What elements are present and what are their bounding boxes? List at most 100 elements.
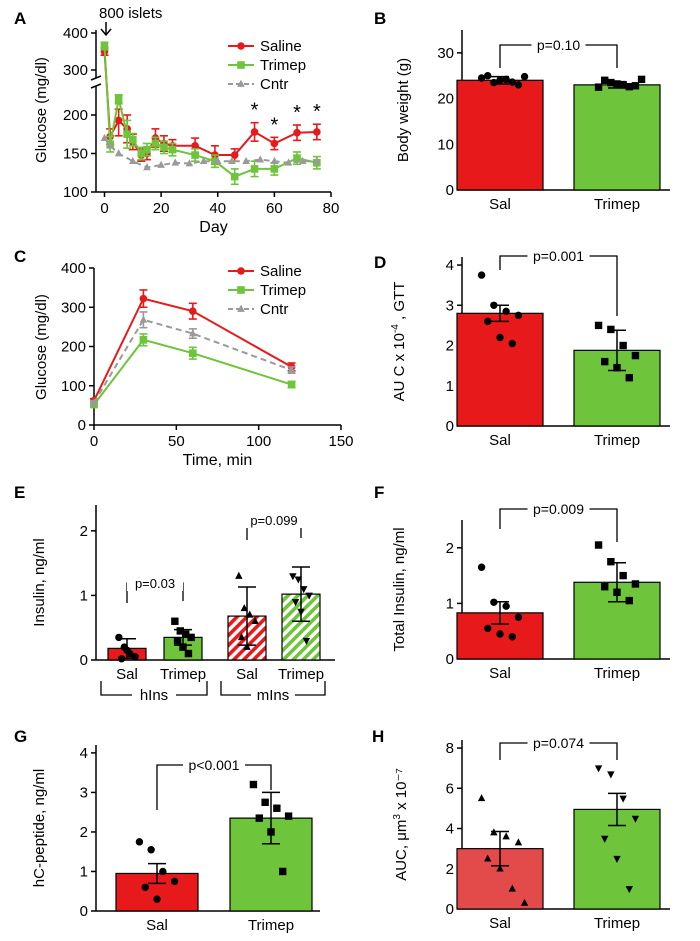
data-point <box>631 815 640 823</box>
data-point <box>237 633 246 641</box>
data-point <box>607 558 615 566</box>
data-point <box>143 145 151 154</box>
data-point <box>191 142 199 150</box>
data-point <box>135 838 144 846</box>
group-label: mIns <box>257 687 290 704</box>
data-point <box>159 867 167 876</box>
legend-marker <box>237 286 245 294</box>
y-tick-label: 300 <box>63 62 88 79</box>
data-point <box>189 307 197 315</box>
pvalue-bg <box>527 248 590 264</box>
data-point <box>131 653 139 661</box>
x-tick-label: Sal <box>489 915 511 932</box>
data-point <box>187 633 195 642</box>
data-point <box>313 128 321 136</box>
data-point <box>298 156 307 165</box>
chart-panel-A: 0 20 40 60 80 Day 100 150 200 300 400 Glucose (mg/d… <box>33 5 339 236</box>
y-tick-label: 3 <box>80 784 88 801</box>
pvalue-bg <box>127 575 183 591</box>
data-point <box>502 602 510 610</box>
pvalue-bg <box>183 757 245 773</box>
significance-star: * <box>293 102 301 124</box>
legend-marker <box>237 79 245 87</box>
data-point <box>160 143 168 152</box>
y-tick-label: 0 <box>446 182 454 199</box>
pvalue-bg <box>531 37 586 53</box>
legend-label: Saline <box>260 263 302 280</box>
legend-marker <box>237 267 245 275</box>
data-point <box>106 141 114 149</box>
x-tick-label: Trimep <box>248 917 294 934</box>
panel-label-G: G <box>14 727 27 746</box>
data-point <box>613 855 621 863</box>
chart-panel-C: 0 50 100 150 Time, min 0 100 200 300 400 Glucose (… <box>33 260 354 469</box>
data-point <box>100 133 109 141</box>
data-point <box>114 95 123 104</box>
y-tick-label: 400 <box>61 260 86 277</box>
data-point <box>176 627 184 635</box>
significance-star: * <box>270 114 278 136</box>
x-tick-label: Trimep <box>594 665 640 682</box>
data-point <box>123 130 131 139</box>
data-point <box>637 75 646 84</box>
data-point <box>168 145 177 154</box>
data-point <box>261 798 269 807</box>
legend-label: Cntr <box>260 301 288 318</box>
y-axis-label: Total Insulin, ng/ml <box>391 527 408 651</box>
legend-label: Trimep <box>260 282 306 299</box>
data-point <box>520 72 529 81</box>
y-tick-label: 0 <box>80 903 88 920</box>
series-line <box>93 297 293 402</box>
chart-panel-D: 0 1 2 3 4 AU C x 10-4 , GTT Sal Trimep p=0.001 <box>390 248 670 449</box>
data-point <box>619 81 627 89</box>
data-point <box>246 610 254 618</box>
data-point <box>619 571 627 580</box>
data-point <box>625 886 633 894</box>
pvalue-bg <box>246 512 302 528</box>
x-tick-label: Trimep <box>160 666 206 683</box>
data-point <box>242 156 250 165</box>
data-point <box>157 160 165 168</box>
y-tick-label: 200 <box>63 107 88 124</box>
data-point <box>625 596 633 605</box>
series-saline <box>90 289 296 405</box>
y-tick-label: 10 <box>437 136 454 153</box>
panel-label-C: C <box>14 247 26 266</box>
x-tick-label: Trimep <box>594 196 640 213</box>
data-point <box>477 271 486 279</box>
y-tick-label: 20 <box>437 91 454 108</box>
y-tick-label: 150 <box>63 146 88 163</box>
data-point <box>502 75 510 84</box>
data-point <box>199 156 208 165</box>
pvalue-label: p=0.10 <box>537 37 580 53</box>
data-point <box>287 365 296 373</box>
data-point <box>302 637 311 645</box>
x-tick-label: Sal <box>489 432 511 449</box>
data-point <box>619 795 627 803</box>
data-point <box>153 895 161 903</box>
group-label: hIns <box>140 687 168 704</box>
y-tick-label: 1 <box>80 587 88 604</box>
data-point <box>243 642 251 650</box>
x-tick-label: 0 <box>100 200 108 217</box>
data-point <box>287 380 296 389</box>
x-axis-label: Time, min <box>183 452 253 469</box>
chart-panel-B: 0 10 20 30 Body weight (g) Sal Trimep p=0.10 <box>395 30 670 213</box>
y-axis-label: Glucose (mg/dl) <box>33 57 50 163</box>
data-point <box>631 351 640 360</box>
y-tick-label: 200 <box>61 339 86 356</box>
data-point <box>189 349 197 357</box>
y-tick-label: 100 <box>61 378 86 395</box>
data-point <box>213 156 222 165</box>
data-point <box>179 643 187 651</box>
data-point <box>151 139 160 148</box>
data-point <box>255 814 263 822</box>
group-label-bg <box>251 686 295 704</box>
data-point <box>313 156 321 165</box>
data-point <box>185 159 194 167</box>
panel-label-D: D <box>374 253 386 272</box>
data-point <box>496 630 504 638</box>
data-point <box>189 329 197 337</box>
x-tick-label: Sal <box>489 665 511 682</box>
